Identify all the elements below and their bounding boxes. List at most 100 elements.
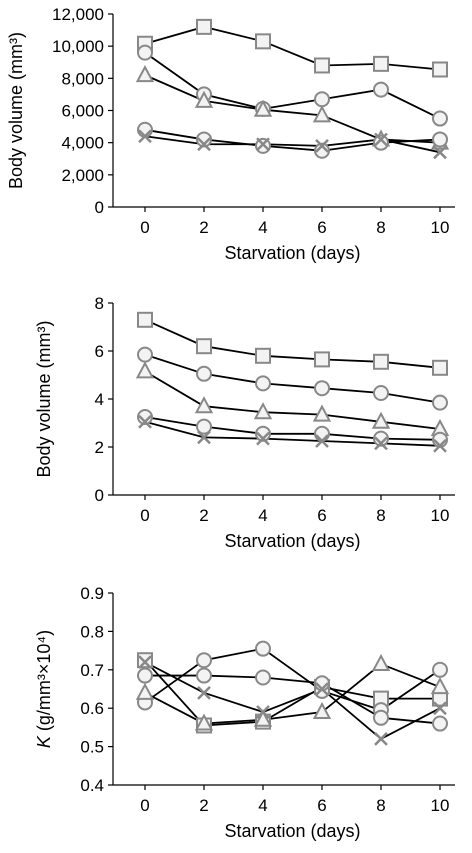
series-1-point [137,652,153,669]
x-tick-label: 10 [431,218,450,237]
series-1-line [144,25,441,71]
series-2-point [196,365,212,382]
chart-panel-3: 0.4 0.5 0.6 0.7 0.8 0.9 0 2 4 6 8 10 Starvation (day… [34,584,455,841]
x-tick-label: 8 [376,218,385,237]
series-5-point [315,138,329,153]
x-tick-label: 2 [199,218,208,237]
x-tick-label: 8 [376,796,385,815]
series-3-point [135,361,155,379]
x-tick-label: 6 [317,796,326,815]
series-5-point [374,436,388,451]
series-5-point [138,129,152,144]
series-5-point [197,430,211,445]
series-2-line [144,51,441,120]
y-tick-label: 4 [95,390,104,409]
series-2-point [432,110,448,127]
y-axis-title: Body volume (mm³) [6,32,26,189]
y-tick-label: 8 [95,294,104,313]
x-tick-label: 10 [431,506,450,525]
series-3-line [144,370,441,430]
series-5-point [256,137,270,152]
series-5-point [256,431,270,446]
series-3-point [432,715,448,732]
series-4-point [255,425,271,442]
series-1-point [373,55,389,72]
y-axis-title: Body volume (mm³) [34,320,54,477]
x-tick-label: 10 [431,796,450,815]
y-tick-label: 10,000 [52,37,104,56]
series-2-line [144,353,441,404]
series-4-point [314,425,330,442]
series-5-line [144,135,441,154]
series-3-point [137,667,153,684]
series-2-point [196,652,212,669]
y-tick-label: 2 [95,438,104,457]
series-2-point [314,91,330,108]
series-2-point [432,394,448,411]
chart-panel-1: 0 2,000 4,000 6,000 8,000 10,000 12,000 0 2 4 6 8 10… [6,5,455,263]
y-tick-label: 0.7 [80,661,104,680]
series-1-line [144,659,440,727]
y-tick-label: 0.9 [80,584,104,603]
series-4-point [314,142,330,159]
x-tick-label: 4 [258,218,267,237]
series-5-line [144,420,441,447]
series-5-point [256,705,270,719]
x-tick-label: 0 [140,796,149,815]
series-5-point [315,682,329,696]
x-tick-label: 6 [317,218,326,237]
x-tick-label: 2 [199,506,208,525]
x-tick-label: 6 [317,506,326,525]
y-tick-label: 0.8 [80,622,104,641]
series-1-point [432,359,448,376]
x-axis-title: Starvation (days) [224,531,360,551]
series-3-point [253,402,273,420]
series-4-line [144,416,441,441]
x-tick-label: 4 [258,506,267,525]
series-1-point [196,338,212,355]
series-3-point [253,99,273,117]
series-3-point [371,411,391,429]
series-5-point [138,655,152,670]
series-3-point [194,90,214,108]
series-1-point [255,33,271,50]
series-5-point [138,414,152,429]
series-2-point [314,380,330,397]
y-tick-label: 0.6 [80,699,104,718]
series-4-point [373,134,389,151]
series-1-point [255,347,271,364]
series-4-point [432,131,448,148]
series-2-point [373,81,389,98]
series-5-point [433,438,447,453]
series-1-point [137,311,153,328]
series-3-line [144,74,441,144]
series-5-point [197,137,211,152]
y-tick-label: 6 [95,342,104,361]
series-1-point [373,353,389,370]
y-tick-label: 2,000 [61,166,104,185]
series-4-point [196,418,212,435]
series-3-point [255,669,271,686]
series-2-line [144,647,441,712]
series-5-point [433,145,447,160]
series-1-point [432,61,448,78]
y-tick-label: 12,000 [52,5,104,24]
series-3-point [373,709,389,726]
series-4-point [196,131,212,148]
series-2-point [137,346,153,363]
series-5-point [374,732,388,746]
series-4-point [253,709,273,727]
series-3-point [194,396,214,414]
series-2-point [137,44,153,61]
series-3-point [312,404,332,422]
series-2-point [373,385,389,401]
series-2-point [255,640,271,657]
series-5-line [144,661,441,740]
series-1-line [144,318,441,369]
x-tick-label: 0 [140,506,149,525]
series-4-line [144,663,441,725]
series-5-point [433,701,447,716]
x-tick-label: 0 [140,218,149,237]
series-3-point [196,667,212,684]
